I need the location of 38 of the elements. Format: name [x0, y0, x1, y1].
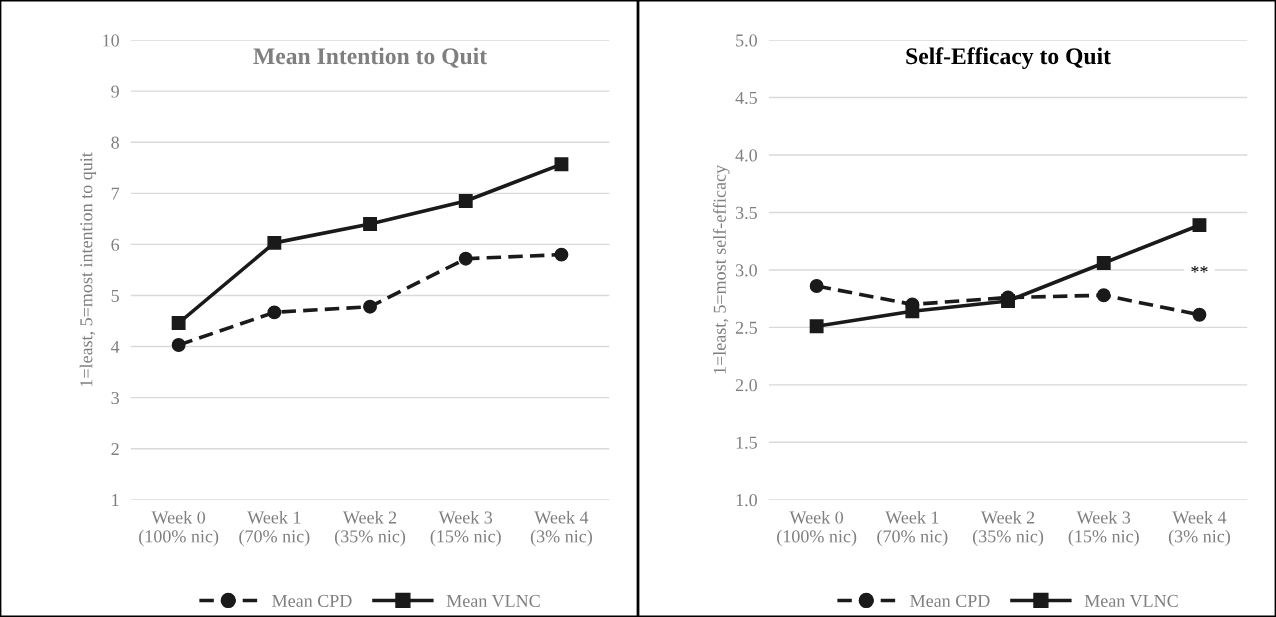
y-tick-label: 9 — [111, 85, 119, 98]
y-tick-label: 10 — [103, 34, 119, 47]
x-tick-label: Week 4 (3% nic) — [1168, 510, 1230, 547]
y-tick-label: 4 — [111, 340, 120, 353]
legend-label: Mean VLNC — [446, 594, 540, 608]
y-tick-label: 3.0 — [735, 264, 757, 277]
y-tick-label: 6 — [111, 238, 120, 251]
y-axis-title: 1=least, 5=most intention to quit — [79, 152, 97, 387]
y-tick-label: 1.5 — [736, 436, 757, 449]
y-tick-label: 4.0 — [735, 149, 757, 162]
legend-label: Mean VLNC — [1084, 594, 1178, 608]
chart-title: Mean Intention to Quit — [253, 47, 488, 68]
legend-label: Mean CPD — [272, 594, 352, 607]
annotation: ** — [1191, 265, 1208, 273]
y-tick-label: 7 — [111, 187, 120, 200]
chart-title: Self-Efficacy to Quit — [906, 47, 1111, 70]
x-tick-label: Week 2 (35% nic) — [972, 510, 1044, 547]
x-tick-label: Week 0 (100% nic) — [139, 510, 219, 547]
y-axis-title: 1=least, 5=most self-efficacy — [712, 164, 730, 374]
x-tick-label: Week 4 (3% nic) — [530, 510, 592, 547]
y-tick-label: 1 — [112, 494, 119, 507]
y-tick-label: 5.0 — [736, 34, 757, 47]
x-tick-label: Week 3 (15% nic) — [430, 510, 501, 547]
x-tick-label: Week 3 (15% nic) — [1068, 510, 1139, 547]
y-tick-label: 5 — [111, 289, 119, 302]
y-tick-label: 2.5 — [735, 321, 757, 334]
y-tick-label: 2.0 — [735, 379, 757, 392]
y-tick-label: 2 — [111, 443, 119, 455]
x-tick-label: Week 1 (70% nic) — [239, 510, 310, 547]
y-tick-label: 3.5 — [735, 206, 757, 219]
y-tick-label: 8 — [111, 136, 119, 149]
x-tick-label: Week 2 (35% nic) — [334, 510, 406, 547]
y-tick-label: 1.0 — [736, 494, 757, 507]
y-tick-label: 4.5 — [735, 91, 757, 105]
legend-label: Mean CPD — [910, 594, 990, 607]
x-tick-label: Week 1 (70% nic) — [877, 510, 948, 547]
x-tick-label: Week 0 (100% nic) — [777, 510, 857, 547]
y-tick-label: 3 — [111, 391, 119, 405]
